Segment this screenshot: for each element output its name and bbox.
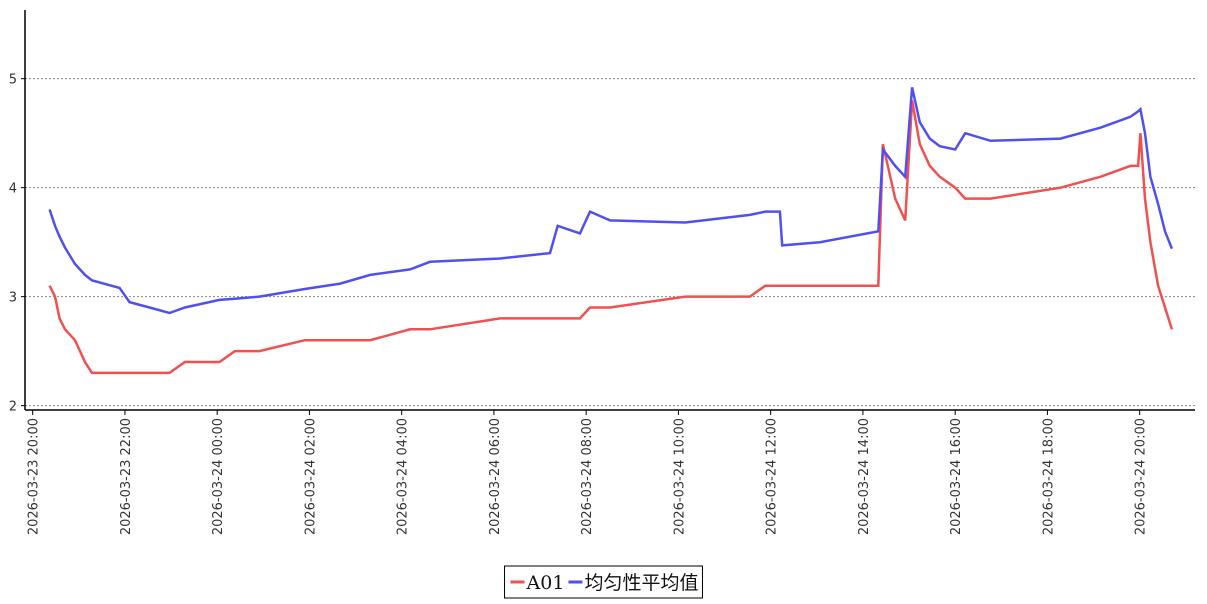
- legend-label: A01: [526, 572, 565, 594]
- y-tick-label: 5: [9, 73, 17, 88]
- x-tick-label: 2026-03-24 16:00: [949, 418, 964, 535]
- x-tick-label: 2026-03-24 06:00: [488, 418, 503, 535]
- x-tick-label: 2026-03-24 08:00: [580, 418, 595, 535]
- x-tick-label: 2026-03-23 20:00: [27, 418, 42, 535]
- y-tick-label: 2: [9, 400, 17, 415]
- series-line: [48, 100, 1174, 375]
- x-tick-label: 2026-03-24 20:00: [1134, 418, 1149, 535]
- legend-box: [504, 565, 703, 599]
- x-tick-label: 2026-03-24 18:00: [1041, 418, 1056, 535]
- x-tick-label: 2026-03-24 14:00: [857, 418, 872, 535]
- x-tick-label: 2026-03-23 22:00: [119, 418, 134, 535]
- x-tick-label: 2026-03-24 10:00: [672, 418, 687, 535]
- legend: A01 均匀性平均值: [504, 565, 703, 599]
- y-tick-label: 3: [9, 291, 17, 306]
- y-tick-label: 4: [9, 182, 17, 197]
- series-line: [48, 87, 1174, 315]
- legend-label: 均匀性平均值: [584, 572, 698, 594]
- x-tick-label: 2026-03-24 02:00: [303, 418, 318, 535]
- x-tick-label: 2026-03-24 12:00: [765, 418, 780, 535]
- x-tick-label: 2026-03-24 00:00: [211, 418, 226, 535]
- x-tick-label: 2026-03-24 04:00: [396, 418, 411, 535]
